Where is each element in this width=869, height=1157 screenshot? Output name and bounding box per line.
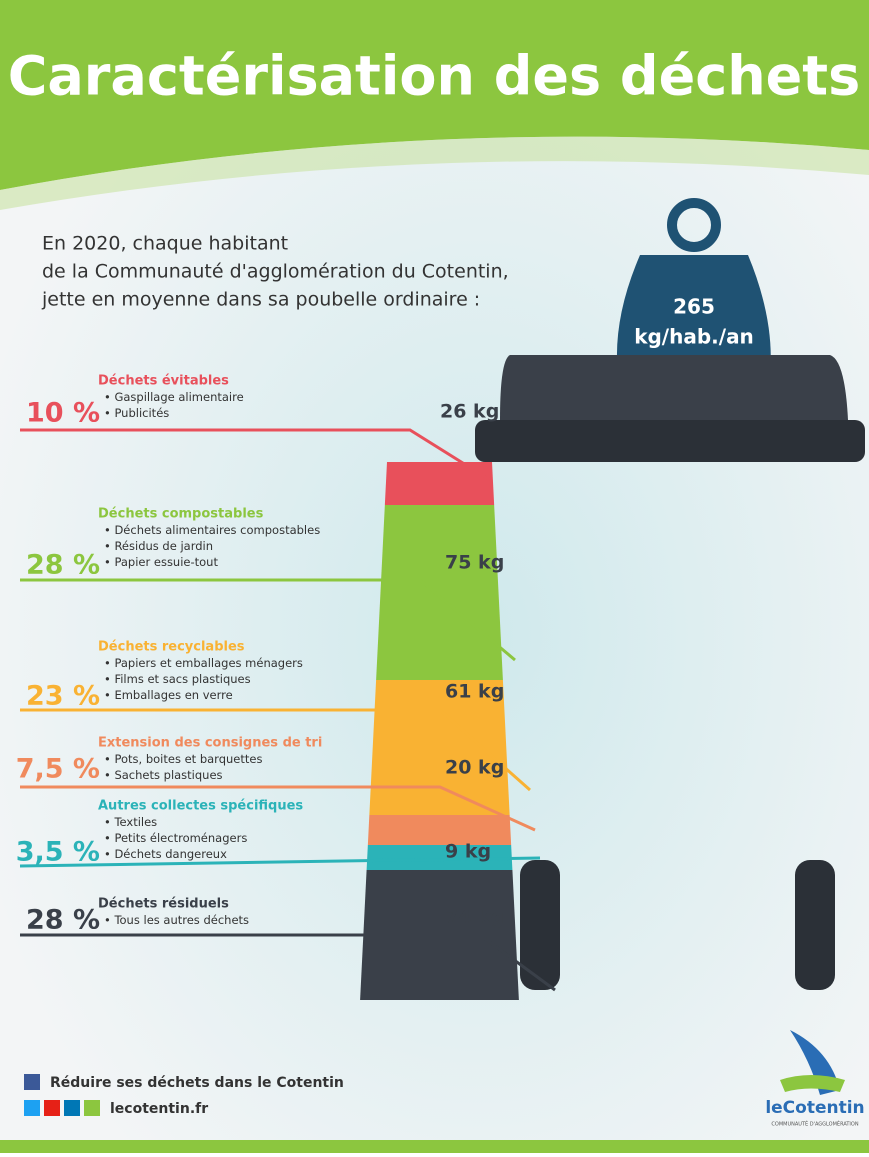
connector-line — [20, 428, 491, 482]
weight-unit: kg/hab./an — [634, 325, 754, 349]
connector-line — [19, 856, 541, 868]
category-item: • Tous les autres déchets — [104, 913, 249, 927]
item-text: Tous les autres déchets — [113, 913, 249, 927]
category-percent: 10 % — [26, 398, 100, 429]
linkedin-icon — [64, 1100, 80, 1116]
category-title: Extension des consignes de tri — [98, 736, 322, 751]
header-band — [0, 0, 869, 190]
bin-segment — [369, 680, 510, 815]
category-item: • Déchets alimentaires compostables — [104, 523, 320, 537]
category-weight: 20 kg — [445, 757, 504, 779]
category-item: • Sachets plastiques — [104, 768, 223, 782]
item-text: Publicités — [114, 406, 169, 420]
category-title: Déchets résiduels — [98, 897, 229, 912]
item-text: Déchets dangereux — [114, 847, 227, 861]
weight-icon — [616, 255, 771, 375]
logo-tagline: COMMUNAUTÉ D'AGGLOMÉRATION — [771, 1120, 858, 1128]
twitter-icon — [24, 1100, 40, 1116]
category-item: • Petits électroménagers — [104, 831, 247, 845]
category-item: • Papier essuie-tout — [104, 555, 218, 569]
header-wave — [0, 136, 869, 210]
weight-ring — [667, 198, 721, 252]
web-icon — [84, 1100, 100, 1116]
title: Caractérisation des déchets — [8, 45, 861, 108]
item-text: Papiers et emballages ménagers — [114, 656, 302, 670]
category-percent: 28 % — [26, 905, 100, 936]
category-weight: 61 kg — [445, 681, 504, 703]
category-item: • Gaspillage alimentaire — [104, 390, 244, 404]
category-percent: 28 % — [26, 550, 100, 581]
category-title: Autres collectes spécifiques — [98, 799, 303, 814]
category-percent: 3,5 % — [16, 837, 100, 868]
item-text: Films et sacs plastiques — [114, 672, 250, 686]
footer-band — [0, 1140, 869, 1153]
bin-segment — [366, 845, 513, 870]
category-percent: 23 % — [26, 681, 100, 712]
item-text: Textiles — [113, 815, 157, 829]
category-item: • Résidus de jardin — [104, 539, 213, 553]
youtube-icon — [44, 1100, 60, 1116]
connector-line — [20, 578, 516, 662]
item-text: Emballages en verre — [114, 688, 232, 702]
category-weight: 9 kg — [445, 841, 491, 863]
category-item: • Textiles — [104, 815, 157, 829]
bin — [360, 462, 519, 1000]
intro: En 2020, chaque habitant — [42, 233, 288, 255]
category-weight: 26 kg — [440, 401, 499, 423]
wheel — [795, 860, 835, 990]
item-text: Sachets plastiques — [114, 768, 222, 782]
bin-lid — [500, 355, 848, 420]
intro: de la Communauté d'agglomération du Cote… — [42, 261, 509, 283]
bin-segment — [384, 462, 495, 505]
category-title: Déchets recyclables — [98, 640, 245, 655]
category-item: • Films et sacs plastiques — [104, 672, 251, 686]
item-text: Papier essuie-tout — [114, 555, 218, 569]
logo-mark — [780, 1075, 845, 1092]
category-item: • Déchets dangereux — [104, 847, 227, 861]
facebook-icon — [24, 1074, 40, 1090]
connector-line — [20, 933, 556, 992]
item-text: Gaspillage alimentaire — [114, 390, 243, 404]
category-item: • Emballages en verre — [104, 688, 233, 702]
item-text: Petits électroménagers — [114, 831, 247, 845]
category-title: Déchets compostables — [98, 507, 264, 522]
bin-lid-rim — [475, 420, 865, 462]
weight-value: 265 — [673, 295, 715, 319]
category-weight: 75 kg — [445, 552, 504, 574]
bin-segment — [376, 505, 503, 680]
category-item: • Papiers et emballages ménagers — [104, 656, 303, 670]
category-item: • Pots, boites et barquettes — [104, 752, 262, 766]
rows: Déchets évitables 10 % • Gaspillage alimen… — [16, 374, 556, 992]
category-percent: 7,5 % — [16, 754, 100, 785]
wheel — [520, 860, 560, 990]
logo-name: leCotentin — [765, 1098, 864, 1118]
item-text: Résidus de jardin — [114, 539, 213, 553]
connector-line — [20, 708, 531, 792]
footer-social: Réduire ses déchets dans le Cotentin — [50, 1075, 344, 1091]
connector-line — [20, 785, 536, 832]
item-text: Pots, boites et barquettes — [114, 752, 262, 766]
item-text: Déchets alimentaires compostables — [114, 523, 320, 537]
category-item: • Publicités — [104, 406, 169, 420]
category-title: Déchets évitables — [98, 374, 229, 389]
footer-website: lecotentin.fr — [110, 1101, 208, 1117]
category-weight: 74 kg — [445, 907, 504, 929]
bin-segment — [367, 815, 512, 845]
intro: jette en moyenne dans sa poubelle ordina… — [41, 289, 480, 311]
